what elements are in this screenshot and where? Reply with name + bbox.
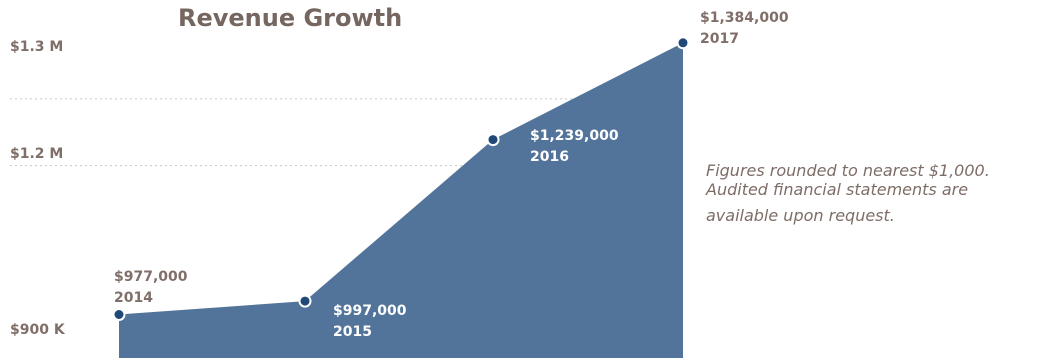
data-label-2015-value: $997,000 xyxy=(333,303,407,319)
data-label-2015-year: 2015 xyxy=(333,324,372,340)
data-label-2016-year: 2016 xyxy=(530,149,569,165)
data-label-2014: $977,000 2014 xyxy=(114,267,188,309)
data-label-2017-value: $1,384,000 xyxy=(700,10,789,26)
data-point-2016 xyxy=(486,133,500,147)
data-label-2016: $1,239,000 2016 xyxy=(530,126,619,168)
data-point-2015 xyxy=(298,294,312,308)
data-label-2014-value: $977,000 xyxy=(114,269,188,285)
y-tick-label-1-2m: $1.2 M xyxy=(10,146,64,162)
note-rounding: Figures rounded to nearest $1,000. xyxy=(706,161,990,180)
y-tick-label-900k: $900 K xyxy=(10,322,65,338)
revenue-area xyxy=(119,42,683,359)
data-point-2014 xyxy=(112,308,126,321)
data-label-2015: $997,000 2015 xyxy=(333,301,407,343)
chart-title: Revenue Growth xyxy=(178,4,403,32)
data-label-2017: $1,384,000 2017 xyxy=(700,8,789,50)
note-audited-line-2: available upon request. xyxy=(706,206,895,225)
data-label-2017-year: 2017 xyxy=(700,31,739,47)
data-label-2016-value: $1,239,000 xyxy=(530,128,619,144)
y-tick-label-1-3m: $1.3 M xyxy=(10,39,64,55)
note-audited-line-1: Audited financial statements are xyxy=(706,180,969,199)
data-label-2014-year: 2014 xyxy=(114,290,153,306)
data-point-2017 xyxy=(676,36,690,50)
